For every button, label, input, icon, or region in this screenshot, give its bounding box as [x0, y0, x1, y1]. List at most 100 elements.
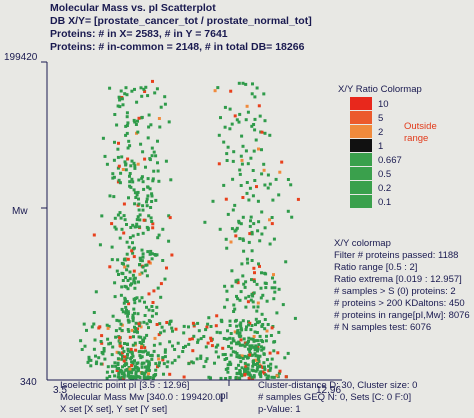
data-point: [252, 149, 256, 153]
data-point: [238, 331, 242, 335]
data-point: [110, 258, 114, 262]
data-point: [169, 178, 173, 182]
data-point: [135, 374, 139, 378]
data-point: [247, 336, 251, 340]
data-point: [257, 104, 261, 108]
data-point: [140, 365, 144, 369]
data-point: [218, 227, 222, 231]
data-point: [145, 305, 148, 309]
data-point: [215, 330, 219, 334]
data-point: [121, 346, 124, 350]
data-point: [146, 136, 150, 140]
data-point: [233, 203, 237, 207]
data-point: [206, 322, 210, 326]
data-point: [114, 364, 118, 368]
data-point: [134, 348, 138, 352]
data-point: [252, 362, 255, 365]
data-point: [235, 324, 239, 328]
data-point: [118, 327, 122, 331]
data-point: [99, 362, 103, 366]
data-point: [249, 347, 253, 351]
data-point: [226, 212, 230, 216]
footer-pi-range: Isoelectric point pI [3.5 : 12.96]: [60, 380, 190, 391]
data-point: [123, 160, 127, 164]
data-point: [241, 81, 245, 85]
data-point: [135, 222, 139, 226]
data-point: [157, 179, 161, 183]
data-point: [259, 375, 263, 379]
data-point: [124, 163, 128, 167]
data-point: [260, 130, 264, 134]
data-point: [234, 366, 238, 370]
data-point: [131, 180, 135, 184]
data-point: [116, 375, 120, 379]
data-point: [246, 363, 250, 367]
data-point: [126, 279, 130, 282]
data-point: [244, 328, 248, 332]
data-point: [264, 286, 268, 290]
data-point: [141, 231, 145, 235]
data-point: [254, 339, 258, 343]
data-point: [147, 308, 151, 312]
data-point: [289, 183, 293, 187]
data-point: [251, 194, 255, 198]
data-point: [243, 354, 247, 358]
data-point: [151, 301, 155, 304]
legend-label: 0.1: [378, 197, 391, 208]
data-point: [90, 325, 94, 329]
data-point: [135, 193, 139, 197]
data-point: [168, 372, 172, 376]
data-point: [154, 198, 158, 202]
data-point: [153, 373, 157, 377]
data-point: [238, 323, 242, 327]
data-point: [237, 342, 241, 346]
data-point: [163, 355, 167, 359]
data-point: [124, 124, 128, 128]
data-point: [290, 215, 294, 219]
data-point: [244, 149, 248, 153]
data-point: [150, 200, 154, 203]
data-point: [255, 331, 259, 334]
data-point: [268, 182, 272, 186]
data-point: [242, 337, 246, 341]
data-point: [238, 168, 242, 172]
data-point: [238, 335, 242, 339]
data-point: [196, 338, 200, 342]
data-point: [107, 342, 111, 346]
data-point: [132, 269, 136, 273]
data-point: [117, 178, 121, 182]
data-point: [139, 86, 143, 90]
data-point: [126, 347, 130, 351]
data-point: [226, 366, 230, 370]
data-point: [122, 214, 126, 218]
data-point: [131, 273, 135, 277]
data-point: [226, 329, 229, 333]
data-point: [237, 355, 241, 359]
data-point: [118, 336, 122, 340]
data-point: [286, 178, 290, 181]
data-point: [150, 154, 154, 158]
legend-swatch: [350, 195, 372, 208]
data-point: [127, 196, 130, 200]
data-point: [235, 352, 239, 355]
data-point: [111, 370, 115, 374]
data-point: [217, 162, 221, 166]
data-point: [147, 326, 150, 330]
data-point: [132, 335, 135, 339]
data-point: [255, 358, 259, 362]
data-point: [182, 346, 185, 349]
data-point: [123, 355, 127, 359]
legend-label: 0.5: [378, 169, 391, 180]
data-point: [240, 134, 244, 138]
data-point: [278, 369, 282, 373]
data-point: [137, 208, 141, 212]
data-point: [230, 122, 234, 126]
data-point: [260, 312, 264, 316]
data-point: [187, 342, 191, 346]
data-point: [162, 372, 165, 376]
colormap-stats: X/Y colormap Filter # proteins passed: 1…: [334, 238, 470, 334]
data-point: [158, 125, 162, 129]
data-point: [108, 86, 112, 90]
data-point: [213, 361, 216, 365]
data-point: [135, 362, 139, 365]
